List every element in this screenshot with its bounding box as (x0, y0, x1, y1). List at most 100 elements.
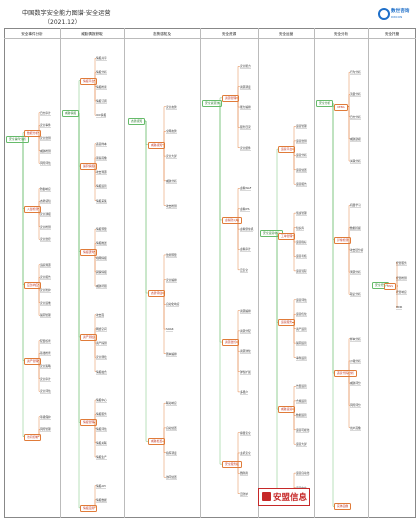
branch-node: 情报平台 (80, 77, 98, 85)
leaf-node: 情报推送 (96, 241, 107, 247)
header-divider (4, 38, 416, 39)
connector-line (292, 313, 296, 323)
connector-line (236, 97, 240, 148)
leaf-node: 虚拟WAF (240, 186, 252, 192)
column-header: 安全运营 (278, 32, 294, 36)
column-divider (368, 28, 369, 518)
connector-line (38, 360, 40, 392)
leaf-node: 运营流程 (296, 268, 307, 274)
leaf-node: 运营优化 (296, 312, 307, 318)
branch-node: 异常检测 (334, 236, 352, 244)
leaf-node: 配置核查 (40, 338, 51, 344)
leaf-node: 日志分析 (350, 114, 361, 120)
branch-node: MSS (384, 283, 396, 290)
connector-line (38, 284, 40, 316)
leaf-node: 用户画像 (350, 425, 361, 431)
connector-line (332, 102, 334, 507)
branch-node: 实体画像 (334, 503, 352, 511)
branch-node: 威胁运营 (278, 406, 296, 414)
connector-line (276, 232, 278, 497)
column-header: 安全分析 (333, 32, 349, 36)
leaf-node: 能力编排 (240, 105, 251, 111)
leaf-node: 态势感知 (40, 199, 51, 205)
branch-node: 漏洞情报 (80, 163, 98, 171)
column-divider (314, 28, 315, 518)
leaf-node: 情报API (96, 483, 106, 489)
connector-line (236, 463, 240, 494)
branch-node: 资源管理 (222, 94, 240, 102)
leaf-node: 剧本编排 (166, 351, 177, 357)
leaf-node: 资产运营 (296, 326, 307, 332)
page-subtitle: （2021.12） (44, 19, 81, 26)
leaf-node: 情报中心 (96, 398, 107, 404)
leaf-node: 情报分析 (96, 70, 107, 76)
leaf-node: 网络空间 (96, 326, 107, 332)
leaf-node: 情报预警 (96, 227, 107, 233)
branch-node: 虚拟防火墙 (222, 216, 242, 224)
branch-node: 恶意代码分析 (334, 370, 357, 378)
connector-line (162, 144, 166, 206)
connector-line (236, 341, 240, 393)
leaf-node: 风险评分 (350, 403, 361, 409)
brand-badge: 安盟信息 (258, 488, 310, 506)
leaf-node: 追踪溯源 (40, 262, 51, 268)
leaf-node: 运营自动化 (296, 471, 310, 477)
connector-line (276, 148, 278, 234)
leaf-node: 情报运营 (96, 184, 107, 190)
connector-line (94, 80, 96, 116)
root-node: 态势感知 (128, 118, 146, 125)
connector-line (22, 138, 24, 437)
leaf-node: 云防护 (240, 491, 249, 497)
leaf-node: 安全态势 (166, 104, 177, 110)
connector-line (38, 201, 40, 209)
branch-node: 安全服务链 (222, 461, 242, 469)
leaf-node: 安全事件 (40, 123, 51, 129)
connector-line (292, 322, 296, 358)
leaf-node: 安全测绘 (96, 355, 107, 361)
column-header: 威胁情报获取 (81, 32, 103, 36)
connector-line (236, 219, 240, 271)
leaf-node: 安全防护 (40, 288, 51, 293)
connector-line (236, 452, 240, 465)
leaf-node: 溯源分析 (350, 270, 361, 276)
leaf-node: 运营指标 (296, 240, 307, 245)
leaf-node: 主机安全 (240, 450, 251, 456)
connector-line (94, 499, 96, 509)
leaf-node: 运营监测 (296, 138, 307, 144)
column-header: 安全托管 (384, 32, 400, 36)
connector-line (78, 112, 80, 509)
leaf-node: 资源编排 (240, 308, 251, 314)
leaf-node: 运营处置 (296, 167, 307, 173)
connector-line (396, 285, 398, 308)
leaf-node: 情报数据 (96, 497, 107, 503)
leaf-node: 关联分析 (350, 159, 361, 165)
branch-node: 态势评估 (148, 290, 166, 297)
leaf-node: 攻击面 (96, 312, 105, 318)
connector-line (38, 277, 40, 285)
root-node: 安全分析 (316, 100, 334, 107)
root-node: 安全资源池 (202, 100, 222, 107)
diagram-frame (4, 28, 416, 518)
column-divider (258, 28, 259, 518)
connector-line (38, 208, 40, 240)
leaf-node: 自动处置 (166, 425, 177, 431)
leaf-node: 威胁分析 (166, 178, 177, 184)
leaf-node: 虚拟IPS (240, 206, 250, 212)
leaf-node: 等级保护 (40, 414, 51, 420)
connector-line (38, 429, 40, 437)
leaf-node: 资源调度 (240, 84, 251, 90)
leaf-node: 运营评估 (296, 297, 307, 303)
leaf-node: 值班管理 (296, 211, 307, 217)
leaf-node: 情报融合 (96, 369, 107, 375)
leaf-node: 运营可视化 (296, 427, 310, 433)
leaf-node: 防御响应 (40, 186, 51, 192)
leaf-node: 威胁狩猎 (96, 284, 107, 290)
leaf-node: 情报评估 (96, 426, 107, 432)
branch-node: 资产管理 (24, 357, 42, 365)
column-divider (124, 28, 125, 518)
leaf-node: 运营考核 (296, 254, 307, 260)
branch-node: 应急响应 (24, 281, 42, 289)
branch-node: 资产测绘 (80, 333, 98, 341)
leaf-node: 情报服务 (96, 412, 107, 418)
